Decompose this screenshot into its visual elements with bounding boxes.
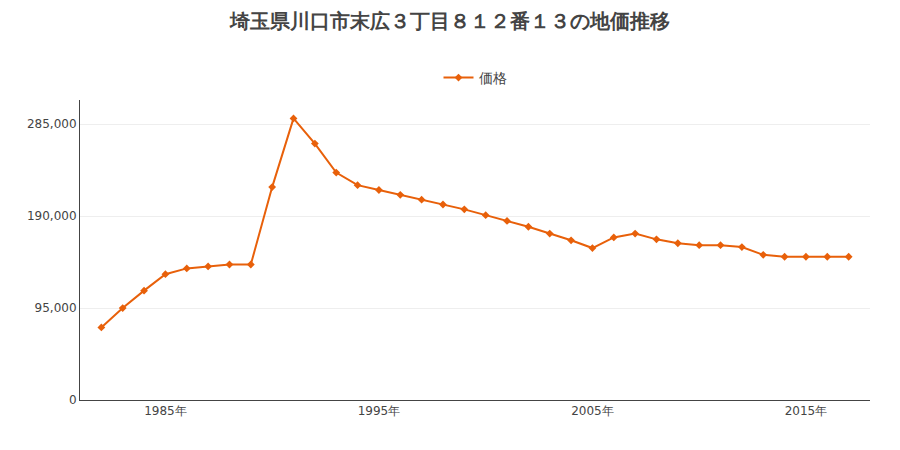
svg-text:285,000: 285,000 (27, 117, 77, 131)
svg-text:2005年: 2005年 (571, 404, 614, 418)
svg-text:埼玉県川口市末広３丁目８１２番１３の地価推移: 埼玉県川口市末広３丁目８１２番１３の地価推移 (229, 9, 670, 33)
svg-text:2015年: 2015年 (785, 404, 828, 418)
svg-text:1995年: 1995年 (358, 404, 401, 418)
svg-text:0: 0 (69, 393, 77, 407)
svg-text:価格: 価格 (479, 70, 507, 86)
svg-text:1985年: 1985年 (144, 404, 187, 418)
svg-text:190,000: 190,000 (27, 209, 77, 223)
svg-text:95,000: 95,000 (35, 301, 77, 315)
